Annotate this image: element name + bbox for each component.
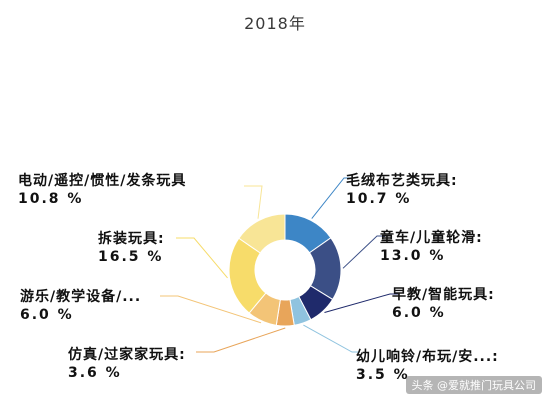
leader-line-4 <box>196 327 286 353</box>
slice-label-infant-rattles: 幼儿响铃/布玩/安...: 3.5 % <box>356 349 499 383</box>
leader-lines <box>160 177 398 353</box>
leader-line-6 <box>176 237 228 279</box>
slice-label-electric-rc-toys: 电动/遥控/惯性/发条玩具 10.8 % <box>18 173 187 207</box>
donut-slice-7 <box>238 213 286 254</box>
chart-title: 2018年 <box>244 14 306 33</box>
leader-line-2 <box>324 293 398 313</box>
slice-label-pretend-play: 仿真/过家家玩具: 3.6 % <box>68 347 186 381</box>
slice-label-plush: 毛绒布艺类玩具: 10.7 % <box>346 173 458 207</box>
slice-label-playground-equipment: 游乐/教学设备/... 6.0 % <box>20 289 142 323</box>
slice-label-early-education: 早教/智能玩具: 6.0 % <box>392 287 495 321</box>
slice-label-strollers: 童车/儿童轮滑: 13.0 % <box>380 230 483 264</box>
watermark: 头条 @爱就推门玩具公司 <box>405 376 542 394</box>
leader-line-7 <box>244 185 263 219</box>
leader-line-1 <box>342 235 385 269</box>
leader-line-5 <box>160 295 262 324</box>
leader-line-0 <box>311 177 352 219</box>
slice-label-assembly-toys: 拆装玩具: 16.5 % <box>98 231 165 265</box>
donut-slices <box>228 213 342 327</box>
leader-line-3 <box>303 324 360 353</box>
